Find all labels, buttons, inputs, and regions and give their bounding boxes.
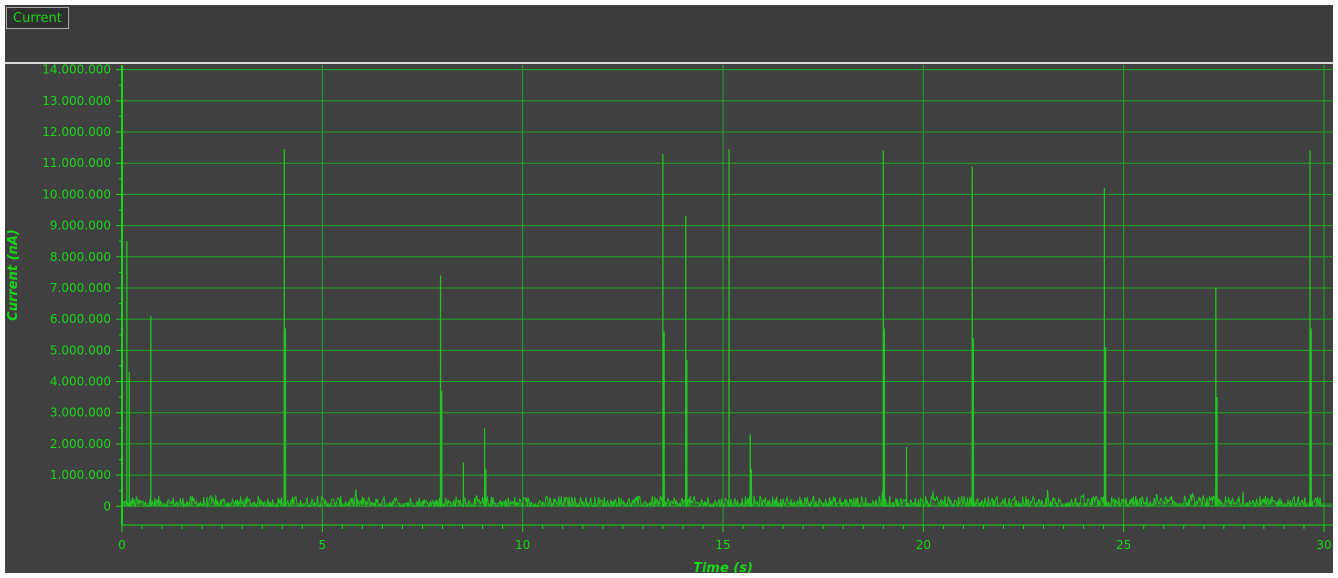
x-axis-title: Time (s) [693, 561, 753, 573]
y-tick-label: 5.000.000 [50, 343, 111, 357]
series-line [121, 149, 1325, 509]
y-tick-label: 11.000.000 [42, 156, 111, 170]
y-tick-label: 3.000.000 [50, 406, 111, 420]
x-tick-label: 10 [515, 538, 530, 552]
y-axis-ticks: 0 1.000.000 2.000.000 3.000.000 4.000.000 5.0… [42, 63, 122, 513]
y-axis-title: Current (nA) [6, 229, 21, 321]
y-tick-label: 13.000.000 [42, 94, 111, 108]
app-window: Current 0 1.000.000 2.000.000 3.000.000 4.00… [5, 5, 1333, 573]
x-tick-label: 0 [118, 538, 126, 552]
y-tick-label: 0 [103, 499, 111, 513]
y-tick-label: 2.000.000 [50, 437, 111, 451]
y-tick-label: 9.000.000 [50, 219, 111, 233]
y-tick-label: 7.000.000 [50, 281, 111, 295]
x-tick-label: 15 [715, 538, 730, 552]
tab-bar: Current [5, 5, 1333, 62]
x-tick-label: 25 [1116, 538, 1131, 552]
x-tick-label: 30 [1316, 538, 1331, 552]
x-axis-ticks: 0 5 10 15 20 25 30 [118, 525, 1332, 552]
divider [5, 62, 1333, 64]
y-tick-label: 1.000.000 [50, 468, 111, 482]
y-tick-label: 14.000.000 [42, 63, 111, 77]
tab-current[interactable]: Current [6, 7, 69, 29]
series-current [121, 149, 1333, 509]
y-tick-label: 10.000.000 [42, 187, 111, 201]
x-tick-label: 5 [319, 538, 327, 552]
current-chart[interactable]: 0 1.000.000 2.000.000 3.000.000 4.000.000 5.0… [5, 5, 1333, 573]
baseline-band [122, 502, 1333, 507]
y-tick-label: 8.000.000 [50, 250, 111, 264]
y-tick-label: 6.000.000 [50, 312, 111, 326]
x-tick-label: 20 [916, 538, 931, 552]
y-tick-label: 4.000.000 [50, 375, 111, 389]
y-tick-label: 12.000.000 [42, 125, 111, 139]
grid [121, 65, 1333, 525]
